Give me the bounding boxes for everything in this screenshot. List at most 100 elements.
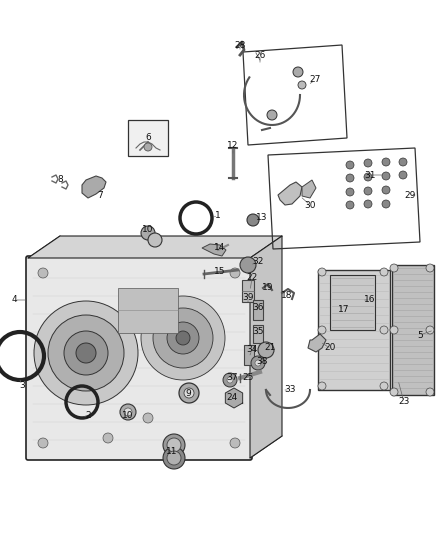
Polygon shape [28,236,282,258]
Circle shape [426,264,434,272]
Circle shape [163,447,185,469]
Circle shape [144,143,152,151]
Text: 23: 23 [398,398,410,407]
Text: 17: 17 [338,305,350,314]
Circle shape [364,200,372,208]
Text: 6: 6 [145,133,151,142]
Circle shape [346,174,354,182]
Text: 24: 24 [226,393,238,402]
Text: 10: 10 [122,410,134,419]
Text: 7: 7 [97,190,103,199]
Text: 31: 31 [364,171,376,180]
Text: 34: 34 [246,345,258,354]
Text: 15: 15 [214,268,226,277]
Polygon shape [202,244,226,256]
Polygon shape [250,236,282,458]
Bar [330,275,375,330]
Bar [242,280,254,302]
Circle shape [255,360,261,366]
Circle shape [227,377,233,383]
Bar [318,270,390,390]
Text: 36: 36 [252,303,264,312]
Circle shape [380,326,388,334]
Text: 4: 4 [11,295,17,304]
Circle shape [390,326,398,334]
Circle shape [346,188,354,196]
Text: 5: 5 [417,330,423,340]
Circle shape [247,214,259,226]
Text: 28: 28 [234,41,246,50]
Circle shape [167,451,181,465]
Bar [118,288,178,333]
Circle shape [380,268,388,276]
Circle shape [143,413,153,423]
Circle shape [103,433,113,443]
Circle shape [167,322,199,354]
Text: 29: 29 [404,190,416,199]
Circle shape [318,268,326,276]
Text: 30: 30 [304,200,316,209]
Text: 11: 11 [166,448,178,456]
Circle shape [382,158,390,166]
Circle shape [141,296,225,380]
Text: 1: 1 [215,211,221,220]
Text: 20: 20 [324,343,336,352]
Text: 9: 9 [185,389,191,398]
Circle shape [298,81,306,89]
Polygon shape [302,180,316,198]
Circle shape [38,268,48,278]
Circle shape [251,356,265,370]
Text: 25: 25 [242,374,254,383]
Circle shape [76,343,96,363]
Bar [244,345,254,365]
Text: 27: 27 [309,76,321,85]
Circle shape [120,404,136,420]
Circle shape [230,438,240,448]
Circle shape [390,388,398,396]
Bar [253,325,263,343]
Text: 3: 3 [19,381,25,390]
Text: 32: 32 [252,257,264,266]
Circle shape [399,158,407,166]
Polygon shape [308,334,326,352]
Circle shape [48,315,124,391]
Text: 18: 18 [281,290,293,300]
Text: 13: 13 [256,214,268,222]
Circle shape [34,301,138,405]
Circle shape [293,67,303,77]
Text: 33: 33 [284,385,296,394]
Text: 2: 2 [85,410,91,419]
Bar [392,265,434,395]
Circle shape [179,383,199,403]
Text: 26: 26 [254,51,266,60]
Circle shape [267,110,277,120]
Circle shape [382,200,390,208]
Polygon shape [225,388,243,408]
Circle shape [364,187,372,195]
Circle shape [38,438,48,448]
Circle shape [141,226,155,240]
Circle shape [167,438,181,452]
Text: 10: 10 [142,225,154,235]
Circle shape [364,159,372,167]
Circle shape [163,434,185,456]
Text: 37: 37 [226,374,238,383]
FancyBboxPatch shape [26,256,252,460]
Circle shape [382,172,390,180]
Polygon shape [278,182,302,205]
Text: 39: 39 [242,294,254,303]
Circle shape [258,342,274,358]
Circle shape [176,331,190,345]
Text: 8: 8 [57,175,63,184]
Circle shape [399,171,407,179]
Text: 35: 35 [252,327,264,336]
Circle shape [318,382,326,390]
Circle shape [382,186,390,194]
Circle shape [240,257,256,273]
Text: 14: 14 [214,244,226,253]
Circle shape [223,373,237,387]
Text: 38: 38 [256,358,268,367]
Text: 19: 19 [262,284,274,293]
Circle shape [64,331,108,375]
Circle shape [153,308,213,368]
